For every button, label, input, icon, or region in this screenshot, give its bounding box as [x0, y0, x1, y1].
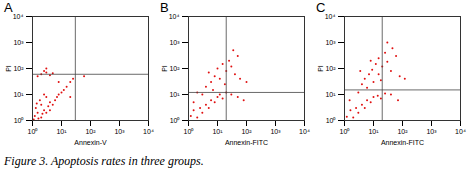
svg-text:PI: PI: [5, 65, 12, 72]
svg-text:10³: 10³: [325, 39, 336, 46]
svg-text:10⁰: 10⁰: [170, 117, 181, 124]
svg-text:10⁰: 10⁰: [340, 128, 351, 135]
svg-text:10⁰: 10⁰: [184, 128, 195, 135]
svg-text:10⁴: 10⁴: [169, 13, 180, 20]
html-text:B: B: [160, 0, 169, 15]
svg-text:10³: 10³: [13, 39, 24, 46]
svg-text:Annexin-FITC: Annexin-FITC: [225, 139, 268, 146]
svg-text:10³: 10³: [270, 128, 281, 135]
svg-text:10³: 10³: [426, 128, 437, 135]
svg-text:10⁰: 10⁰: [14, 117, 25, 124]
svg-text:10³: 10³: [169, 39, 180, 46]
svg-text:10¹: 10¹: [368, 128, 379, 135]
svg-text:10¹: 10¹: [325, 91, 336, 98]
svg-text:10²: 10²: [13, 65, 24, 72]
svg-text:10³: 10³: [114, 128, 125, 135]
html-text:Figure 3. Apoptosis rates in t: Figure 3. Apoptosis rates in three group…: [4, 154, 204, 168]
svg-text:10²: 10²: [397, 128, 408, 135]
svg-text:10²: 10²: [325, 65, 336, 72]
svg-text:10⁴: 10⁴: [299, 128, 310, 135]
svg-text:Annexin-FITC: Annexin-FITC: [381, 139, 424, 146]
svg-text:10⁴: 10⁴: [455, 128, 466, 135]
svg-text:PI: PI: [317, 65, 324, 72]
svg-text:10¹: 10¹: [212, 128, 223, 135]
svg-text:10¹: 10¹: [169, 91, 180, 98]
svg-text:Annexin-V: Annexin-V: [74, 139, 107, 146]
html-text:A: A: [4, 0, 13, 15]
svg-text:10¹: 10¹: [13, 91, 24, 98]
svg-text:10²: 10²: [85, 128, 96, 135]
svg-text:PI: PI: [161, 65, 168, 72]
svg-text:10²: 10²: [241, 128, 252, 135]
svg-text:10⁴: 10⁴: [13, 13, 24, 20]
svg-text:10²: 10²: [169, 65, 180, 72]
svg-text:10¹: 10¹: [56, 128, 67, 135]
html-text:C: C: [316, 0, 326, 15]
svg-text:10⁴: 10⁴: [325, 13, 336, 20]
svg-text:10⁰: 10⁰: [28, 128, 39, 135]
svg-text:10⁰: 10⁰: [326, 117, 337, 124]
svg-text:10⁴: 10⁴: [143, 128, 154, 135]
